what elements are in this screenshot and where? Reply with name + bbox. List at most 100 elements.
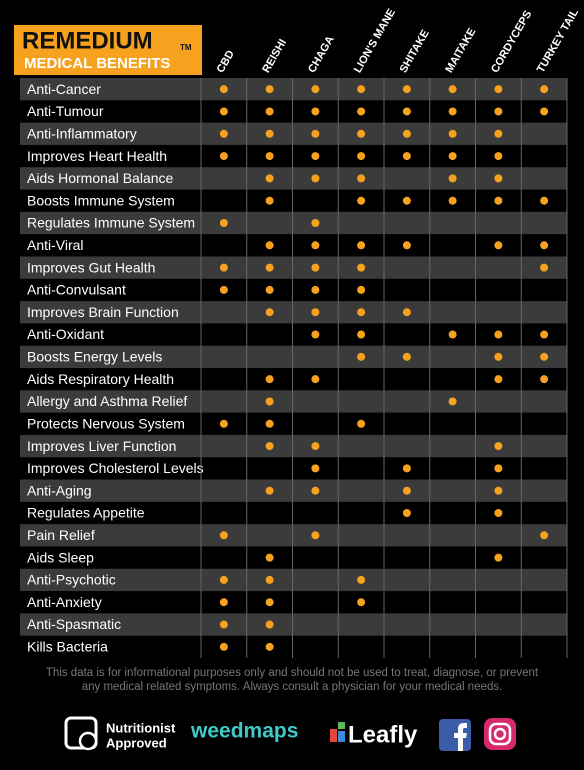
row-label: Improves Gut Health	[27, 259, 155, 275]
benefit-dot	[402, 85, 411, 94]
row-label: Improves Liver Function	[27, 438, 176, 454]
benefit-dot	[494, 241, 503, 250]
benefit-dot	[219, 598, 228, 607]
benefit-dot	[311, 531, 320, 540]
benefit-dot	[357, 575, 366, 584]
benefit-dot	[357, 352, 366, 361]
benefit-dot	[448, 152, 457, 161]
leafly-icon	[338, 722, 345, 729]
benefit-dot	[265, 553, 274, 562]
benefit-dot	[265, 598, 274, 607]
disclaimer: any medical related symptoms. Always con…	[82, 681, 503, 693]
facebook-f	[454, 723, 467, 751]
benefit-dot	[402, 352, 411, 361]
benefit-dot	[219, 642, 228, 651]
benefit-dot	[540, 196, 549, 205]
title-box	[14, 25, 202, 75]
benefit-dot	[494, 174, 503, 183]
benefit-dot	[219, 575, 228, 584]
row-label: Anti-Cancer	[27, 81, 101, 97]
benefit-dot	[265, 241, 274, 250]
row-label: Aids Hormonal Balance	[27, 170, 174, 186]
benefit-dot	[265, 107, 274, 116]
benefit-dot	[357, 263, 366, 272]
benefit-dot	[219, 85, 228, 94]
benefit-dot	[402, 486, 411, 495]
benefit-dot	[311, 285, 320, 294]
benefit-dot	[494, 553, 503, 562]
row-label: Pain Relief	[27, 527, 95, 543]
benefit-dot	[540, 241, 549, 250]
row-label: Regulates Appetite	[27, 505, 145, 521]
instagram-lens	[493, 727, 507, 741]
benefit-dot	[311, 219, 320, 227]
row-label: Regulates Immune System	[27, 215, 195, 231]
benefit-dot	[311, 263, 320, 272]
benefit-dot	[311, 330, 320, 339]
benefit-dot	[265, 85, 274, 94]
benefit-dot	[494, 375, 503, 384]
benefit-dot	[540, 330, 549, 339]
leafly-text: Leafly	[348, 721, 418, 748]
benefit-dot	[357, 285, 366, 294]
benefit-dot	[494, 85, 503, 94]
row-band	[20, 78, 567, 101]
row-label: Improves Cholesterol Levels	[27, 460, 204, 476]
trademark: TM	[180, 43, 192, 52]
benefit-dot	[311, 241, 320, 250]
benefit-dot	[219, 419, 228, 428]
benefit-dot	[402, 464, 411, 473]
benefit-dot	[219, 107, 228, 116]
benefit-dot	[265, 285, 274, 294]
benefit-dot	[402, 152, 411, 161]
subtitle: MEDICAL BENEFITS	[24, 55, 170, 72]
apple-icon	[78, 731, 98, 751]
badge-text: Approved	[106, 735, 167, 750]
row-label: Anti-Spasmatic	[27, 616, 121, 632]
benefit-dot	[494, 107, 503, 116]
benefit-dot	[265, 196, 274, 205]
benefit-dot	[402, 308, 411, 317]
benefit-dot	[265, 575, 274, 584]
benefit-dot	[311, 486, 320, 495]
badge-icon	[64, 716, 98, 750]
benefit-dot	[265, 152, 274, 161]
benefit-dot	[494, 509, 503, 517]
benefit-dot	[448, 196, 457, 205]
benefit-dot	[265, 375, 274, 384]
instagram-icon	[484, 718, 516, 750]
benefit-dot	[402, 196, 411, 205]
benefit-dot	[402, 509, 411, 517]
benefit-dot	[219, 285, 228, 294]
benefit-dot	[357, 107, 366, 116]
benefit-dot	[494, 442, 503, 451]
benefit-dot	[311, 174, 320, 183]
benefit-dot	[540, 375, 549, 384]
leafly-icon	[338, 731, 345, 742]
row-label: Anti-Oxidant	[27, 326, 104, 342]
badge-text: Nutritionist	[106, 720, 176, 735]
row-label: Anti-Convulsant	[27, 282, 126, 298]
benefit-dot	[219, 531, 228, 540]
benefit-dot	[448, 129, 457, 138]
row-band	[20, 524, 567, 547]
benefit-dot	[265, 620, 274, 629]
benefit-dot	[265, 308, 274, 317]
row-label: Anti-Aging	[27, 482, 92, 498]
benefit-dot	[357, 241, 366, 250]
benefit-dot	[219, 152, 228, 161]
benefit-dot	[357, 129, 366, 138]
benefit-dot	[219, 263, 228, 272]
row-label: Allergy and Asthma Relief	[27, 393, 187, 409]
benefit-dot	[265, 642, 274, 651]
benefit-dot	[494, 352, 503, 361]
benefit-dot	[311, 308, 320, 317]
benefit-dot	[448, 85, 457, 94]
benefit-dot	[357, 85, 366, 94]
row-label: Kills Bacteria	[27, 639, 108, 655]
nutritionist-badge: Nutritionist Approved	[64, 716, 176, 751]
benefit-dot	[219, 219, 228, 227]
benefit-dot	[494, 152, 503, 161]
row-label: Anti-Viral	[27, 237, 84, 253]
